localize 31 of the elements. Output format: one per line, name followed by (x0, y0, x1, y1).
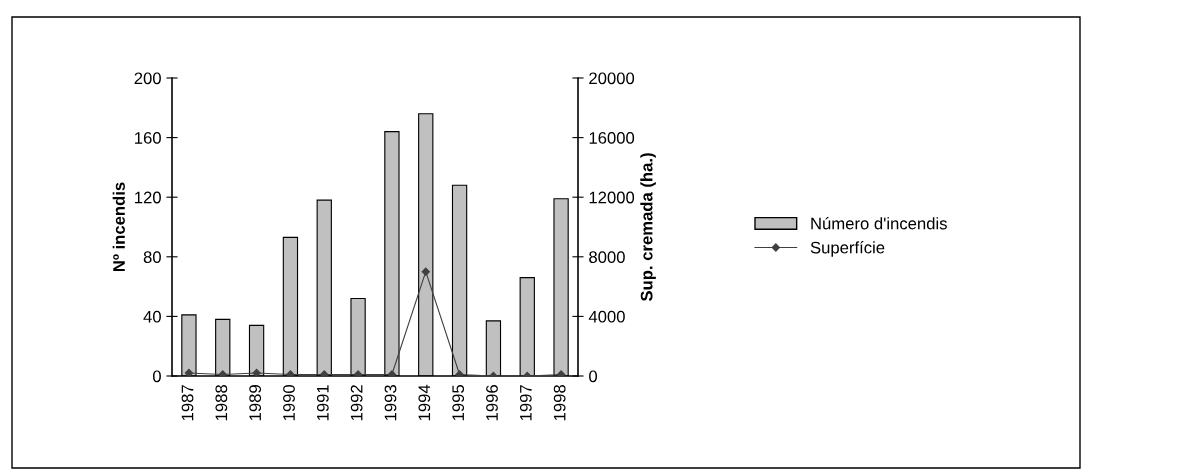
y-tick-label: 80 (143, 251, 161, 263)
x-tick-label: 1997 (519, 385, 532, 421)
x-tick-label: 1996 (486, 385, 498, 421)
x-tick-label: 1989 (249, 385, 262, 421)
x-tick-label: 1998 (553, 385, 566, 421)
y-tick-label: 120 (135, 191, 161, 204)
y2-tick-label: 20000 (589, 72, 635, 85)
y2-tick-label: 12000 (589, 191, 635, 204)
y2-tick-label: 0 (589, 370, 598, 383)
x-tick-label: 1990 (283, 384, 295, 421)
y-tick-label: 160 (135, 132, 161, 144)
legend-label: Número d'incendis (811, 217, 947, 230)
x-tick-label: 1994 (418, 384, 431, 421)
y-tick-label: 0 (152, 370, 161, 383)
y2-tick-label: 4000 (588, 310, 625, 323)
y-tick-label: 40 (143, 310, 161, 323)
x-tick-label: 1991 (316, 385, 329, 421)
y2-axis-title: Sup. cremada (ha.) (640, 153, 656, 302)
y2-tick-label: 16000 (589, 132, 635, 144)
x-tick-label: 1995 (452, 385, 465, 421)
x-tick-label: 1988 (215, 385, 228, 421)
point (252, 368, 261, 376)
x-tick-label: 1993 (384, 385, 397, 421)
legend-label: Superfície (810, 241, 885, 257)
y2-tick-label: 8000 (589, 251, 625, 263)
y-tick-label: 200 (134, 72, 161, 85)
y-axis-title: Nº incendis (112, 182, 125, 272)
x-tick-label: 1987 (181, 385, 194, 421)
point (184, 368, 194, 376)
x-tick-label: 1992 (350, 385, 363, 421)
point (421, 267, 430, 276)
